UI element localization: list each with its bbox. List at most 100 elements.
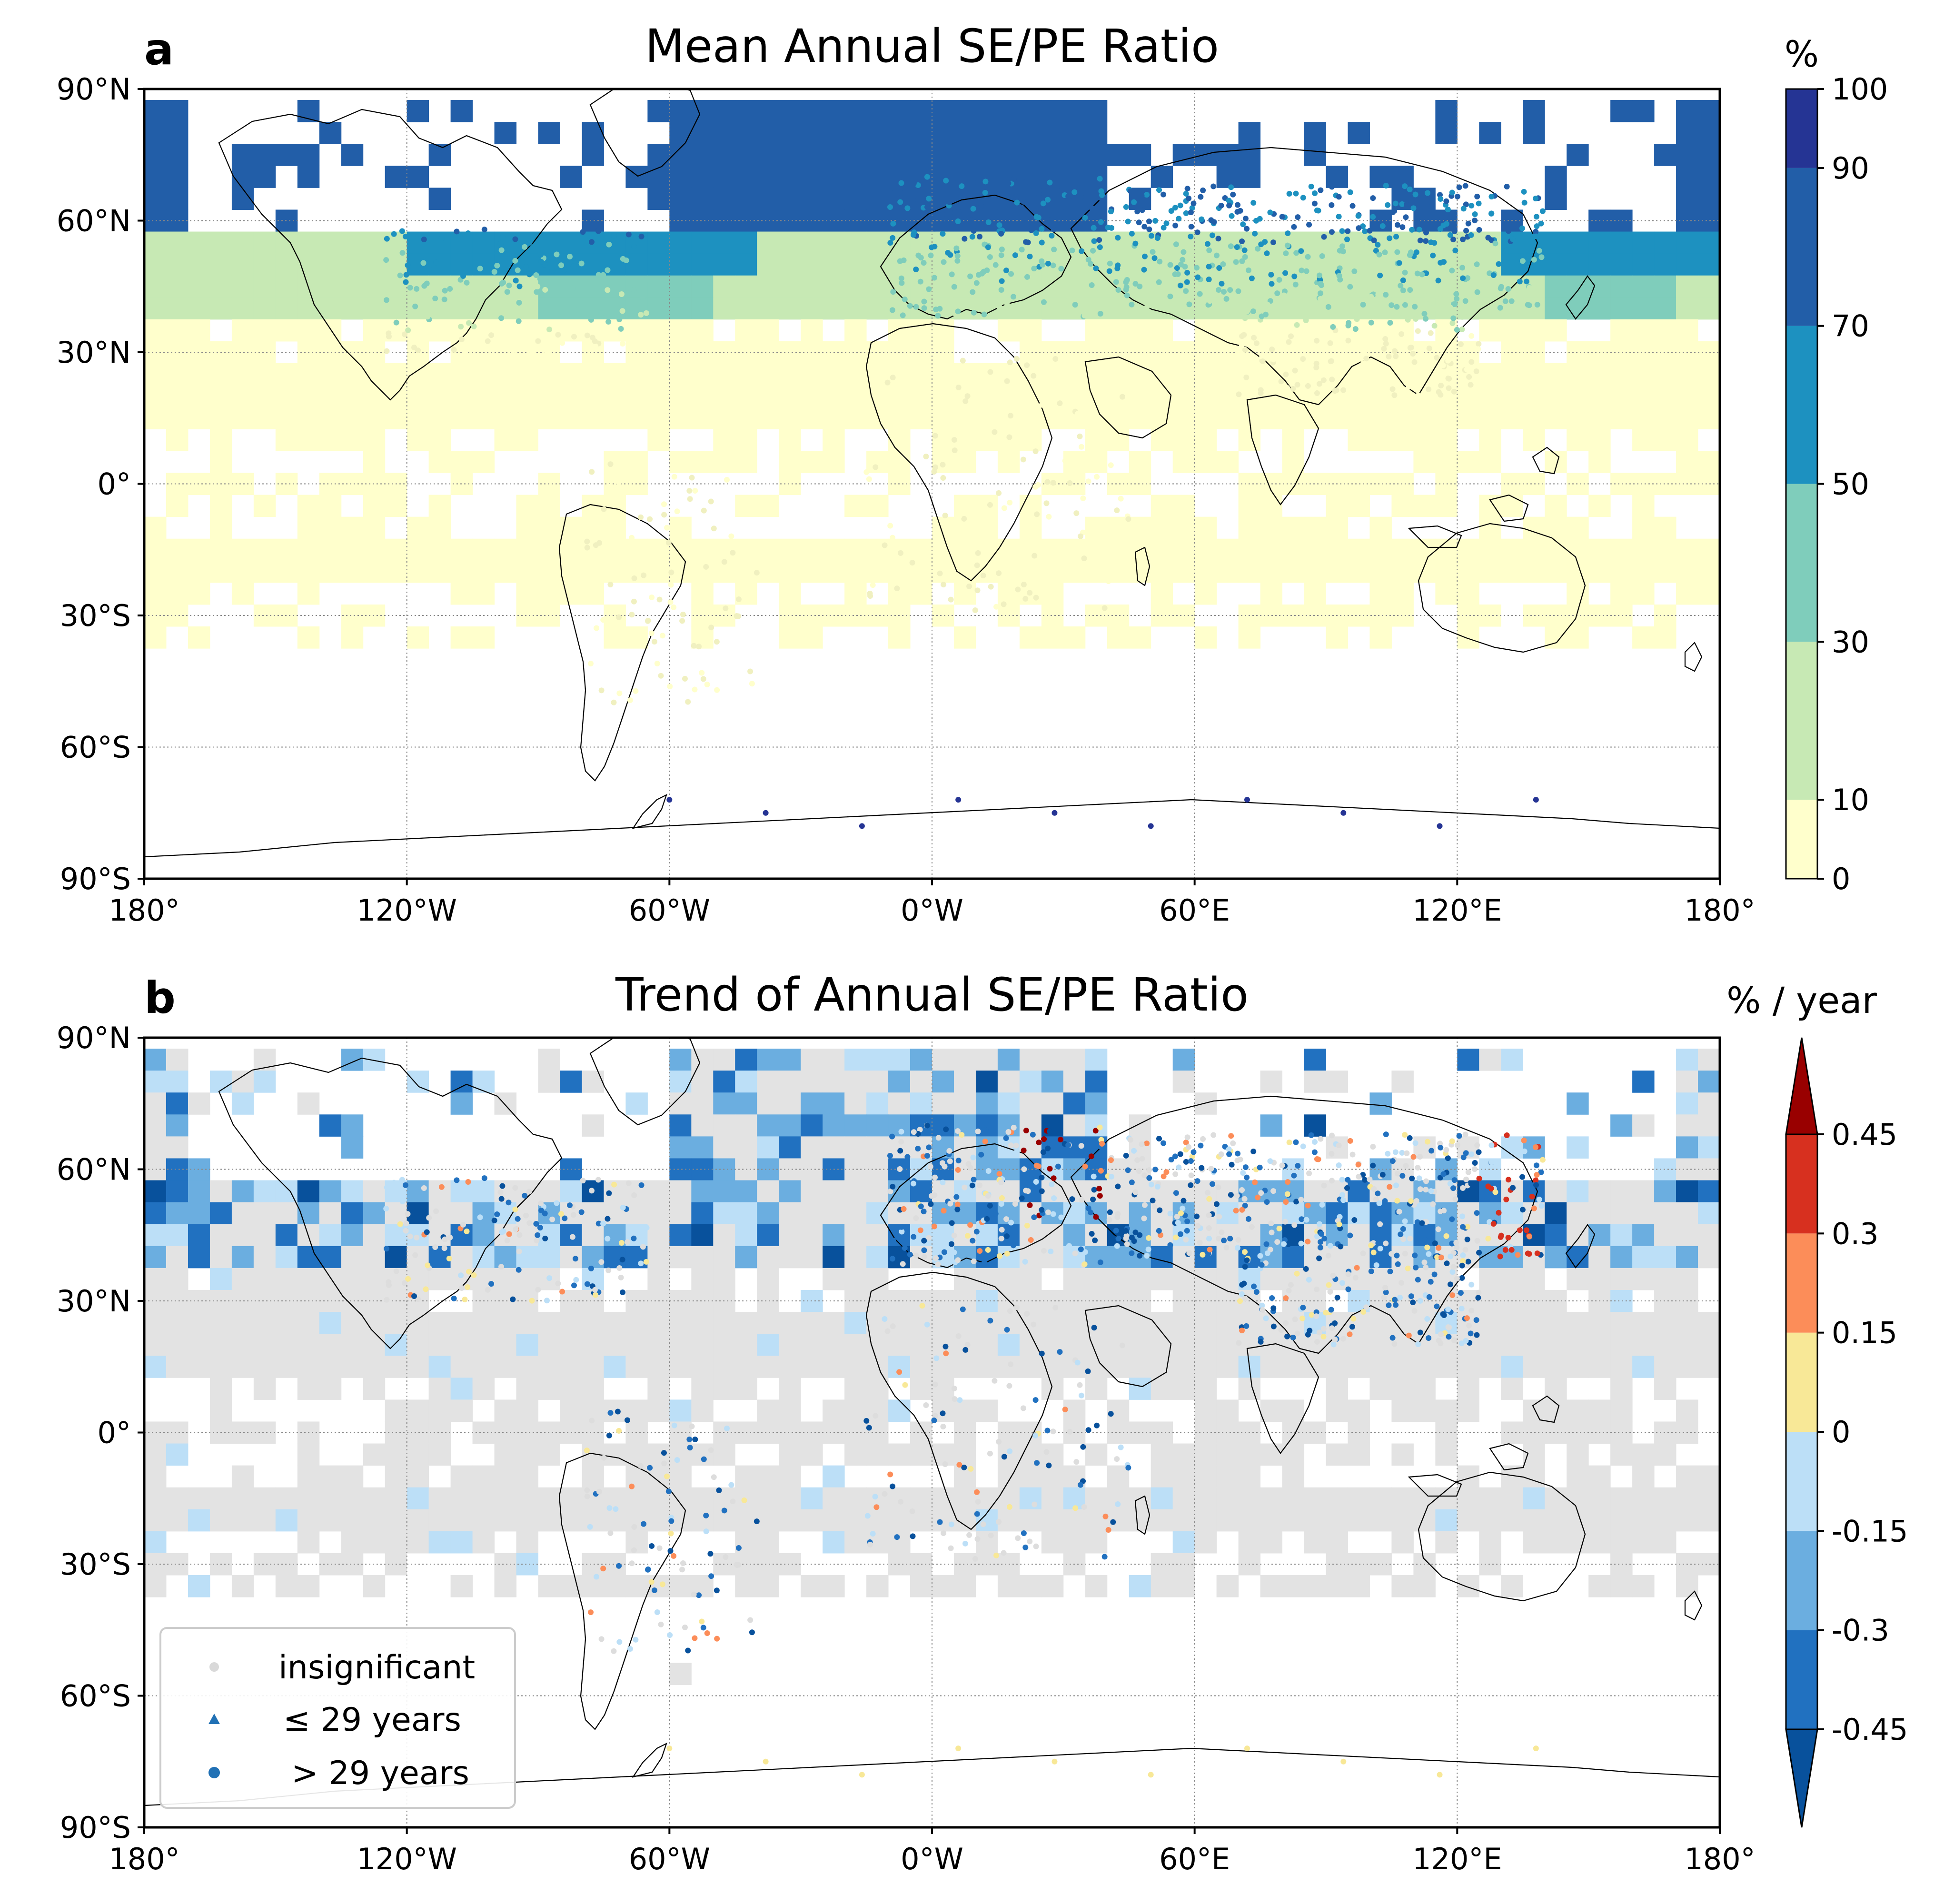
- station-marker: [1184, 1228, 1190, 1234]
- station-marker: [1531, 1205, 1537, 1211]
- station-marker: [512, 1206, 518, 1212]
- station-marker: [580, 1178, 586, 1184]
- grid-cell: [1172, 538, 1195, 561]
- grid-cell: [779, 582, 801, 605]
- grid-cell: [1282, 538, 1305, 561]
- grid-cell: [844, 209, 867, 232]
- grid-cell: [713, 407, 735, 429]
- grid-cell: [844, 100, 867, 122]
- grid-cell: [1545, 231, 1567, 254]
- grid-cell: [538, 363, 560, 386]
- station-marker: [1008, 413, 1014, 419]
- grid-cell: [319, 1378, 342, 1400]
- station-marker: [951, 284, 957, 290]
- station-marker: [741, 548, 747, 555]
- grid-cell: [1588, 429, 1611, 451]
- grid-cell: [713, 1246, 735, 1269]
- grid-cell: [823, 1180, 845, 1203]
- station-marker: [1314, 1339, 1320, 1345]
- grid-cell: [1435, 1487, 1458, 1510]
- grid-cell: [1435, 538, 1458, 561]
- grid-cell: [1698, 407, 1720, 429]
- grid-cell: [385, 1356, 407, 1378]
- grid-cell: [932, 100, 954, 122]
- station-marker: [1468, 232, 1474, 238]
- grid-cell: [253, 1268, 276, 1290]
- grid-cell: [932, 560, 954, 583]
- grid-cell: [779, 1158, 801, 1181]
- grid-cell: [779, 1465, 801, 1488]
- grid-cell: [1698, 1049, 1720, 1071]
- grid-cell: [385, 1509, 407, 1532]
- grid-cell: [801, 1487, 823, 1510]
- grid-cell: [1019, 1334, 1042, 1356]
- station-marker: [1313, 1313, 1319, 1319]
- grid-cell: [166, 1356, 188, 1378]
- grid-cell: [1654, 1312, 1676, 1334]
- station-marker: [1383, 1289, 1389, 1296]
- station-marker: [611, 1648, 617, 1654]
- grid-cell: [538, 516, 560, 539]
- grid-cell: [516, 1443, 538, 1466]
- station-marker: [1476, 1175, 1482, 1181]
- grid-cell: [801, 253, 823, 276]
- grid-cell: [757, 1289, 779, 1312]
- station-marker: [458, 324, 464, 330]
- station-marker: [1360, 302, 1366, 308]
- station-marker: [967, 273, 973, 279]
- grid-cell: [472, 1487, 495, 1510]
- station-marker: [1334, 1294, 1340, 1300]
- grid-cell: [1413, 1378, 1436, 1400]
- grid-cell: [1041, 1356, 1064, 1378]
- grid-cell: [779, 1246, 801, 1269]
- grid-cell: [1085, 122, 1108, 144]
- grid-cell: [209, 1246, 232, 1269]
- station-marker: [699, 670, 705, 676]
- station-marker: [1406, 384, 1412, 390]
- grid-cell: [1676, 1487, 1698, 1510]
- grid-cell: [1348, 1421, 1370, 1444]
- grid-cell: [516, 429, 538, 451]
- grid-cell: [844, 297, 867, 320]
- grid-cell: [1501, 1575, 1523, 1597]
- station-marker: [661, 1450, 667, 1456]
- grid-cell: [604, 385, 626, 407]
- station-marker: [1450, 315, 1457, 321]
- station-marker: [403, 1228, 409, 1234]
- station-marker: [425, 314, 431, 320]
- station-marker: [754, 1518, 760, 1525]
- station-marker: [584, 538, 590, 545]
- grid-cell: [1194, 1312, 1217, 1334]
- station-marker: [462, 348, 468, 354]
- station-marker: [701, 507, 707, 514]
- grid-cell: [1610, 385, 1633, 407]
- station-marker: [1488, 237, 1495, 243]
- grid-cell: [1698, 1202, 1720, 1225]
- station-marker: [1177, 282, 1183, 288]
- station-marker: [1425, 190, 1431, 196]
- grid-cell: [691, 122, 714, 144]
- station-marker: [1476, 1289, 1482, 1296]
- station-marker: [1451, 1177, 1458, 1183]
- grid-cell: [494, 407, 517, 429]
- grid-cell: [450, 385, 473, 407]
- grid-cell: [1041, 1378, 1064, 1400]
- grid-cell: [428, 231, 451, 254]
- grid-cell: [1107, 473, 1130, 496]
- station-marker: [1462, 183, 1468, 189]
- station-marker: [605, 1216, 611, 1222]
- grid-cell: [1501, 253, 1523, 276]
- station-marker: [619, 1257, 625, 1263]
- grid-cell: [1413, 1509, 1436, 1532]
- station-marker: [498, 1264, 505, 1270]
- station-marker: [1303, 268, 1309, 274]
- station-marker: [941, 1208, 947, 1214]
- station-marker: [1355, 1161, 1361, 1168]
- grid-cell: [1041, 1487, 1064, 1510]
- station-marker: [605, 1267, 612, 1273]
- grid-cell: [866, 1509, 889, 1532]
- station-marker: [1057, 1349, 1063, 1355]
- station-marker: [1314, 208, 1320, 214]
- panel-letter-b: b: [144, 972, 176, 1023]
- station-marker: [1382, 1285, 1389, 1291]
